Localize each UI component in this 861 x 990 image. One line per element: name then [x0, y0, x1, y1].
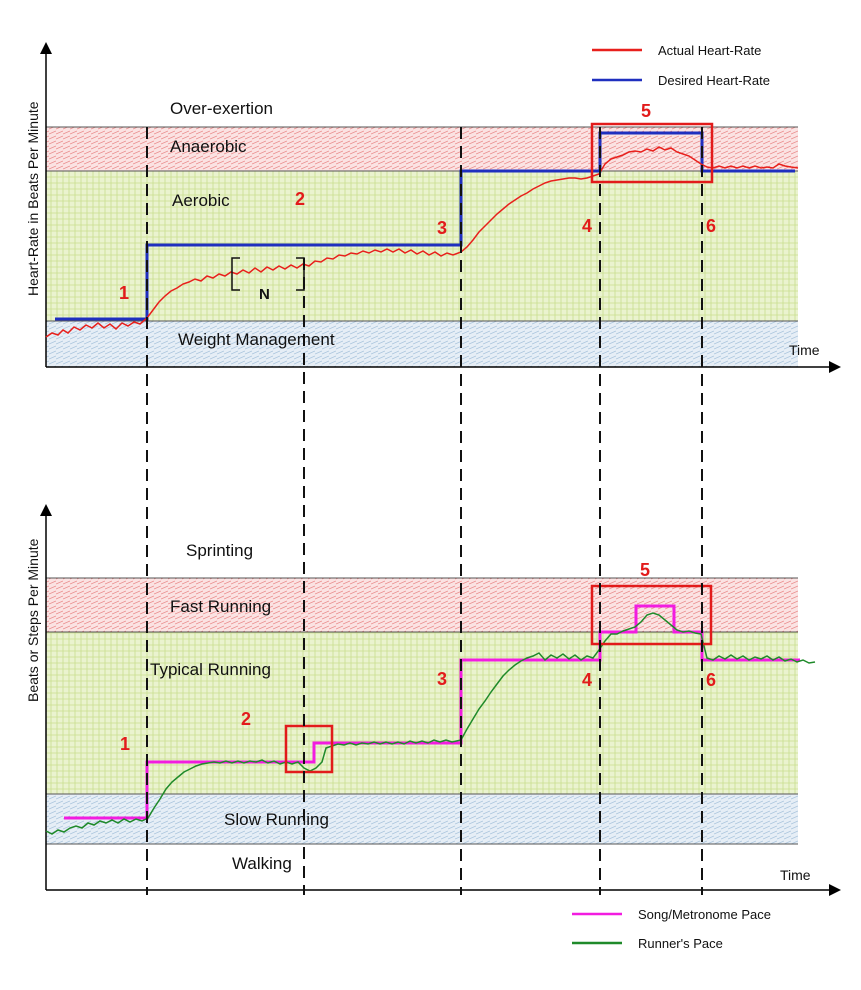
- top-y-axis-title: Heart-Rate in Beats Per Minute: [25, 101, 41, 296]
- bottom-marker-6: 6: [706, 670, 716, 690]
- actual-heart-rate-line: [45, 146, 799, 338]
- bottom-zone-label-slow-running: Slow Running: [224, 810, 329, 829]
- runners-pace-line: [45, 612, 816, 835]
- top-highlight-box-5: [590, 122, 714, 184]
- bottom-zone-slow-band: [46, 794, 798, 844]
- bottom-x-axis-title: Time: [780, 867, 811, 883]
- legend-runners-pace-label: Runner's Pace: [638, 936, 723, 951]
- legend-desired-heart-rate-label: Desired Heart-Rate: [658, 73, 770, 88]
- top-zone-label-anaerobic: Anaerobic: [170, 137, 247, 156]
- top-marker-1: 1: [119, 283, 129, 303]
- n-bracket-label: N: [259, 286, 270, 303]
- top-zone-label-weight-management: Weight Management: [178, 330, 335, 349]
- top-marker-4: 4: [582, 216, 592, 236]
- top-marker-5: 5: [641, 101, 651, 121]
- bottom-highlight-box-5: [590, 584, 713, 646]
- legend-song-pace-label: Song/Metronome Pace: [638, 907, 771, 922]
- top-zone-label-aerobic: Aerobic: [172, 191, 230, 210]
- top-zone-label-over-exertion: Over-exertion: [170, 99, 273, 118]
- top-marker-2: 2: [295, 189, 305, 209]
- bottom-zone-typical-band: [46, 632, 798, 794]
- bottom-zone-label-fast-running: Fast Running: [170, 597, 271, 616]
- legend-actual-heart-rate-label: Actual Heart-Rate: [658, 43, 761, 58]
- bottom-zone-label-walking: Walking: [232, 854, 292, 873]
- n-bracket: [231, 257, 305, 291]
- bottom-marker-4: 4: [582, 670, 592, 690]
- bottom-zone-label-sprinting: Sprinting: [186, 541, 253, 560]
- top-zone-weight-band: [46, 321, 798, 367]
- top-x-axis-title: Time: [789, 342, 820, 358]
- bottom-y-axis-title: Beats or Steps Per Minute: [25, 538, 41, 702]
- bottom-marker-3: 3: [437, 669, 447, 689]
- bottom-panel: Sprinting Fast Running Typical Running S…: [25, 504, 841, 951]
- top-marker-6: 6: [706, 216, 716, 236]
- top-marker-3: 3: [437, 218, 447, 238]
- bottom-marker-2: 2: [241, 709, 251, 729]
- event-divider-lines: [146, 127, 703, 895]
- bottom-marker-5: 5: [640, 560, 650, 580]
- top-panel: Over-exertion Anaerobic Aerobic Weight M…: [25, 42, 841, 373]
- bottom-highlight-box-2: [284, 724, 334, 774]
- bottom-marker-1: 1: [120, 734, 130, 754]
- bottom-zone-label-typical-running: Typical Running: [150, 660, 271, 679]
